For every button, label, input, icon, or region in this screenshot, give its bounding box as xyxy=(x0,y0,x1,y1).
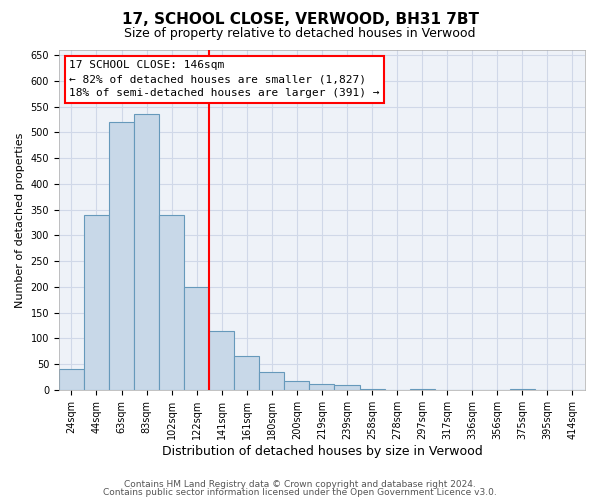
Bar xyxy=(184,287,209,390)
X-axis label: Distribution of detached houses by size in Verwood: Distribution of detached houses by size … xyxy=(161,444,482,458)
Bar xyxy=(359,389,385,390)
Text: Size of property relative to detached houses in Verwood: Size of property relative to detached ho… xyxy=(124,28,476,40)
Text: Contains public sector information licensed under the Open Government Licence v3: Contains public sector information licen… xyxy=(103,488,497,497)
Bar xyxy=(510,389,535,390)
Bar xyxy=(84,215,109,390)
Bar xyxy=(259,372,284,390)
Bar xyxy=(234,356,259,390)
Bar xyxy=(209,330,234,390)
Text: Contains HM Land Registry data © Crown copyright and database right 2024.: Contains HM Land Registry data © Crown c… xyxy=(124,480,476,489)
Bar xyxy=(284,380,310,390)
Y-axis label: Number of detached properties: Number of detached properties xyxy=(15,132,25,308)
Text: 17 SCHOOL CLOSE: 146sqm
← 82% of detached houses are smaller (1,827)
18% of semi: 17 SCHOOL CLOSE: 146sqm ← 82% of detache… xyxy=(70,60,380,98)
Bar xyxy=(59,370,84,390)
Bar xyxy=(134,114,159,390)
Text: 17, SCHOOL CLOSE, VERWOOD, BH31 7BT: 17, SCHOOL CLOSE, VERWOOD, BH31 7BT xyxy=(121,12,479,28)
Bar xyxy=(310,384,334,390)
Bar xyxy=(159,215,184,390)
Bar xyxy=(109,122,134,390)
Bar xyxy=(334,384,359,390)
Bar xyxy=(410,389,434,390)
